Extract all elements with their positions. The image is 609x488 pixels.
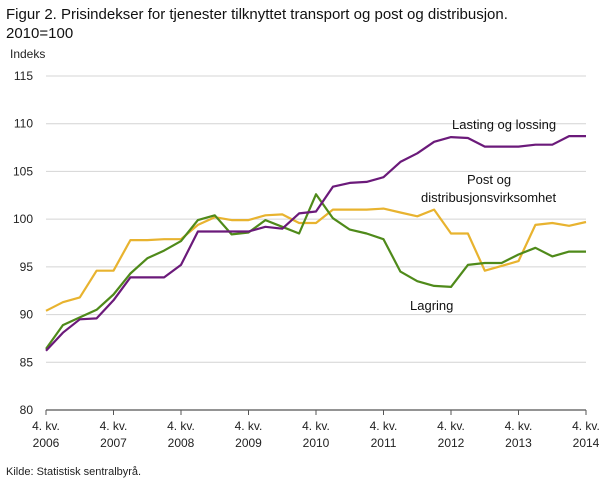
- annotation-lasting-og-lossing: Lasting og lossing: [452, 117, 556, 132]
- y-tick-label: 85: [20, 355, 34, 369]
- y-tick-label: 115: [14, 69, 33, 83]
- x-tick-label-year: 2009: [235, 436, 262, 450]
- y-axis-ticks: 80 85 90 95 100 105 110 115: [13, 69, 33, 417]
- x-tick-label-year: 2010: [303, 436, 330, 450]
- y-axis-label: Indeks: [10, 47, 45, 61]
- y-tick-label: 110: [14, 117, 33, 131]
- x-tick-label-quarter: 4. kv.: [235, 419, 263, 433]
- x-tick-label-year: 2011: [371, 436, 397, 450]
- annotation-lagring: Lagring: [410, 298, 453, 313]
- gridlines: [46, 75, 586, 411]
- chart-title-line2: 2010=100: [6, 25, 74, 42]
- y-tick-label: 80: [20, 403, 34, 417]
- series-lines: [45, 135, 587, 352]
- source-note: Kilde: Statistisk sentralbyrå.: [6, 466, 142, 478]
- x-axis-ticks: 4. kv. 2006 4. kv. 2007 4. kv. 2008 4. kv. 2009…: [32, 410, 600, 450]
- x-tick-label-quarter: 4. kv.: [100, 419, 128, 433]
- annotation-post-line2: distribusjonsvirksomhet: [421, 190, 556, 205]
- x-tick-label-quarter: 4. kv.: [505, 419, 533, 433]
- series-line-lagring: [45, 193, 586, 350]
- x-tick-label-quarter: 4. kv.: [167, 419, 195, 433]
- x-tick-label-year: 2006: [33, 436, 60, 450]
- annotation-post-line1: Post og: [467, 172, 511, 187]
- x-tick-label-quarter: 4. kv.: [572, 419, 600, 433]
- x-tick-label-quarter: 4. kv.: [370, 419, 398, 433]
- y-tick-label: 95: [20, 260, 34, 274]
- x-tick-label-year: 2012: [438, 436, 465, 450]
- chart-title-line1: Figur 2. Prisindekser for tjenester tilk…: [6, 6, 508, 23]
- series-line-post-og-distribusjonsvirksomhet: [45, 207, 587, 312]
- x-tick-label-year: 2013: [505, 436, 532, 450]
- x-tick-label-quarter: 4. kv.: [437, 419, 465, 433]
- series-annotations: Lasting og lossing Post og distribusjons…: [410, 117, 556, 313]
- y-tick-label: 105: [13, 164, 33, 178]
- x-tick-label-year: 2014: [573, 436, 600, 450]
- x-tick-label-year: 2008: [168, 436, 195, 450]
- x-tick-label-quarter: 4. kv.: [32, 419, 60, 433]
- y-tick-label: 100: [13, 212, 33, 226]
- x-tick-label-quarter: 4. kv.: [302, 419, 330, 433]
- series-line-lasting-og-lossing: [45, 135, 586, 352]
- chart-title: Figur 2. Prisindekser for tjenester tilk…: [6, 5, 606, 43]
- y-tick-label: 90: [20, 308, 34, 322]
- x-tick-label-year: 2007: [100, 436, 127, 450]
